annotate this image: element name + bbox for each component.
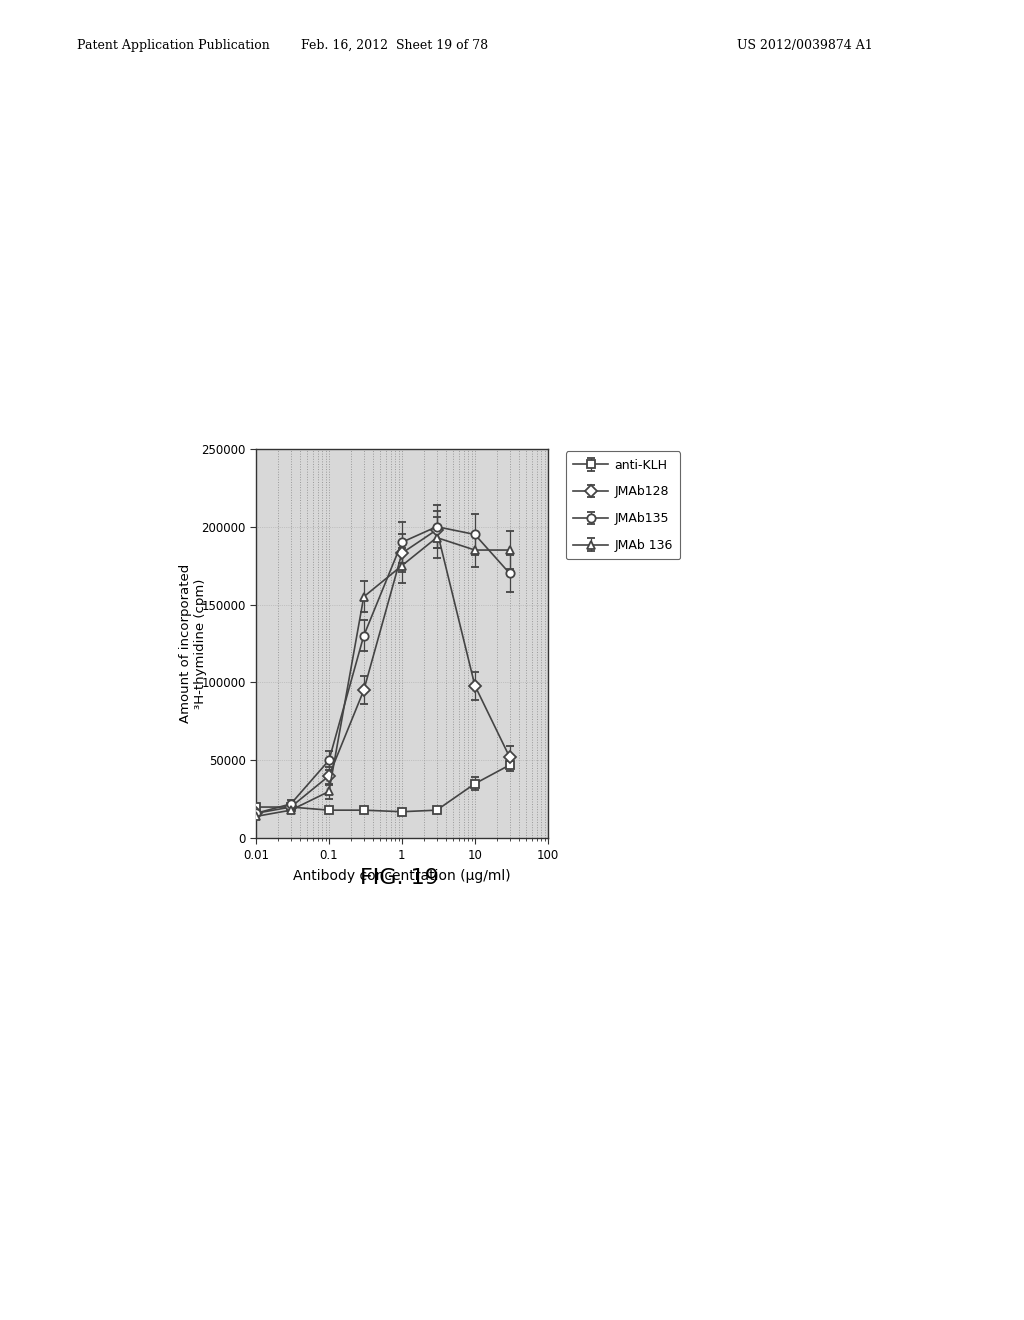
Legend: anti-KLH, JMAb128, JMAb135, JMAb 136: anti-KLH, JMAb128, JMAb135, JMAb 136	[566, 451, 680, 560]
Text: Feb. 16, 2012  Sheet 19 of 78: Feb. 16, 2012 Sheet 19 of 78	[301, 38, 487, 51]
Y-axis label: Amount of incorporated
³H-thymidine (cpm): Amount of incorporated ³H-thymidine (cpm…	[179, 564, 207, 723]
X-axis label: Antibody concentration (μg/ml): Antibody concentration (μg/ml)	[293, 869, 511, 883]
Text: FIG. 19: FIG. 19	[359, 867, 439, 888]
Text: Patent Application Publication: Patent Application Publication	[77, 38, 269, 51]
Text: US 2012/0039874 A1: US 2012/0039874 A1	[737, 38, 873, 51]
